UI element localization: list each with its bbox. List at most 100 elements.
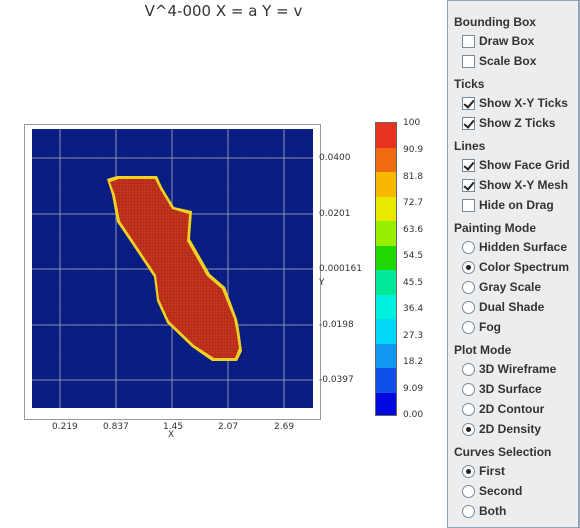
plot-area[interactable]: V^4-000 X = a Y = v 0.219 0.837 1.45 2.0… (0, 0, 447, 528)
option-label: Both (479, 504, 507, 518)
2d-contour-radio[interactable]: 2D Contour (462, 401, 544, 417)
scale-segment (376, 270, 396, 295)
radio-indicator[interactable] (462, 300, 475, 314)
y-tick-label: 0.0201 (319, 209, 351, 219)
scale-label: 54.5 (403, 251, 424, 261)
checkbox-indicator[interactable] (462, 54, 475, 68)
x-tick-label: 2.07 (218, 422, 239, 432)
option-label: Hide on Drag (479, 198, 554, 212)
option-label: Show Face Grid (479, 158, 570, 172)
option-label: First (479, 464, 506, 478)
scale-segment (376, 319, 396, 344)
scale-label: 27.3 (403, 331, 424, 341)
option-label: Gray Scale (479, 280, 542, 294)
option-label: Show X-Y Mesh (479, 178, 569, 192)
color-spectrum-radio[interactable]: Color Spectrum (462, 259, 569, 275)
radio-indicator[interactable] (462, 484, 475, 498)
hide-on-drag-checkbox[interactable]: Hide on Drag (462, 197, 554, 213)
option-label: 3D Wireframe (479, 362, 557, 376)
both-curves-radio[interactable]: Both (462, 503, 506, 519)
group-title-ticks: Ticks (454, 77, 485, 91)
scale-segment (376, 245, 396, 270)
y-tick-label: -0.0198 (319, 320, 354, 330)
radio-indicator[interactable] (462, 362, 475, 376)
scale-segment (376, 196, 396, 221)
x-tick-label: 2.69 (274, 422, 295, 432)
scale-segment (376, 147, 396, 172)
scale-label: 81.8 (403, 172, 424, 182)
dual-shade-radio[interactable]: Dual Shade (462, 299, 544, 315)
group-title-bounding-box: Bounding Box (454, 15, 536, 29)
checkbox-indicator[interactable] (462, 96, 475, 110)
group-title-plot-mode: Plot Mode (454, 343, 512, 357)
y-tick-label: 0.0400 (319, 153, 351, 163)
x-tick-label: 1.45 (163, 422, 184, 432)
group-title-curves-selection: Curves Selection (454, 445, 552, 459)
scale-segment (376, 343, 396, 368)
option-label: Second (479, 484, 523, 498)
checkbox-indicator[interactable] (462, 178, 475, 192)
radio-indicator[interactable] (462, 320, 475, 334)
scale-segment (376, 294, 396, 319)
scale-label: 9.09 (403, 384, 424, 394)
scale-label: 100 (403, 118, 421, 128)
show-face-grid-checkbox[interactable]: Show Face Grid (462, 157, 570, 173)
radio-indicator[interactable] (462, 402, 475, 416)
options-panel: Bounding Box Draw Box Scale Box Ticks Sh… (447, 0, 580, 528)
x-tick-label: 0.219 (52, 422, 78, 432)
option-label: Scale Box (479, 54, 537, 68)
option-label: Draw Box (479, 34, 535, 48)
option-label: Dual Shade (479, 300, 545, 314)
option-label: Show X-Y Ticks (479, 96, 568, 110)
density-region (107, 176, 242, 361)
density-plot[interactable] (32, 129, 313, 408)
radio-indicator[interactable] (462, 422, 475, 436)
color-scale-bar (375, 122, 397, 416)
option-label: 3D Surface (479, 382, 542, 396)
draw-box-checkbox[interactable]: Draw Box (462, 33, 534, 49)
y-axis-label: Y (319, 278, 325, 288)
checkbox-indicator[interactable] (462, 198, 475, 212)
show-xy-mesh-checkbox[interactable]: Show X-Y Mesh (462, 177, 568, 193)
option-label: Color Spectrum (479, 260, 570, 274)
group-title-painting-mode: Painting Mode (454, 221, 536, 235)
scale-label: 18.2 (403, 357, 424, 367)
hidden-surface-radio[interactable]: Hidden Surface (462, 239, 567, 255)
scale-segment (376, 368, 396, 393)
y-tick-label: 0.000161 (319, 264, 362, 274)
show-z-ticks-checkbox[interactable]: Show Z Ticks (462, 115, 555, 131)
gray-scale-radio[interactable]: Gray Scale (462, 279, 541, 295)
option-label: Hidden Surface (479, 240, 568, 254)
option-label: Show Z Ticks (479, 116, 556, 130)
checkbox-indicator[interactable] (462, 116, 475, 130)
show-xy-ticks-checkbox[interactable]: Show X-Y Ticks (462, 95, 568, 111)
scale-label: 63.6 (403, 225, 424, 235)
group-title-lines: Lines (454, 139, 486, 153)
scale-segment (376, 392, 396, 415)
y-tick-label: -0.0397 (319, 375, 354, 385)
radio-indicator[interactable] (462, 240, 475, 254)
scale-segment (376, 172, 396, 197)
scale-label: 72.7 (403, 198, 424, 208)
option-label: Fog (479, 320, 501, 334)
3d-wireframe-radio[interactable]: 3D Wireframe (462, 361, 556, 377)
scale-label: 45.5 (403, 278, 424, 288)
scale-label: 36.4 (403, 304, 424, 314)
radio-indicator[interactable] (462, 504, 475, 518)
radio-indicator[interactable] (462, 280, 475, 294)
x-axis-label: X (168, 430, 175, 440)
scale-box-checkbox[interactable]: Scale Box (462, 53, 536, 69)
first-curve-radio[interactable]: First (462, 463, 505, 479)
radio-indicator[interactable] (462, 260, 475, 274)
3d-surface-radio[interactable]: 3D Surface (462, 381, 542, 397)
fog-radio[interactable]: Fog (462, 319, 501, 335)
x-tick-label: 0.837 (103, 422, 129, 432)
plot-title: V^4-000 X = a Y = v (144, 2, 303, 20)
2d-density-radio[interactable]: 2D Density (462, 421, 541, 437)
checkbox-indicator[interactable] (462, 158, 475, 172)
checkbox-indicator[interactable] (462, 34, 475, 48)
radio-indicator[interactable] (462, 464, 475, 478)
radio-indicator[interactable] (462, 382, 475, 396)
scale-segment (376, 221, 396, 246)
second-curve-radio[interactable]: Second (462, 483, 522, 499)
